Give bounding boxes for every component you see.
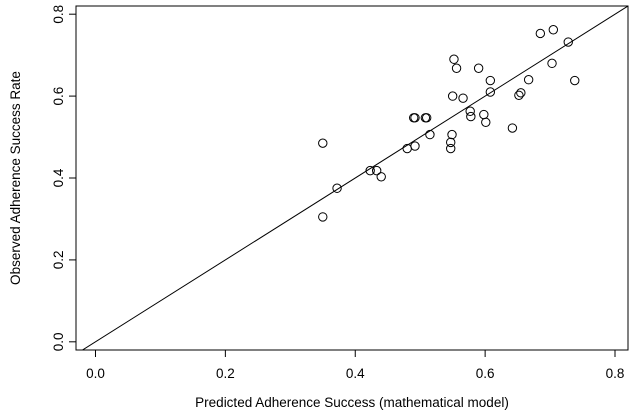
data-point (570, 75, 580, 86)
y-tick-label: 0.6 (51, 87, 66, 106)
data-point (365, 165, 375, 176)
data-point (547, 58, 557, 69)
data-point (421, 113, 432, 123)
data-point (548, 25, 559, 35)
data-point (563, 37, 573, 47)
data-point (479, 109, 489, 120)
data-point (481, 117, 491, 128)
data-point (523, 75, 534, 85)
data-point (507, 123, 518, 133)
x-axis-label: Predicted Adherence Success (mathematica… (195, 395, 509, 410)
data-point (447, 91, 458, 101)
y-tick-label: 0.2 (51, 251, 66, 270)
data-point (425, 129, 435, 140)
data-point (485, 87, 496, 97)
data-point (332, 183, 342, 193)
y-tick-label: 0.4 (51, 168, 66, 187)
data-point (318, 138, 328, 148)
data-point (376, 172, 386, 182)
data-point (466, 111, 476, 122)
x-tick-label: 0.2 (216, 366, 235, 381)
y-axis-label: Observed Adherence Success Rate (8, 71, 23, 285)
y-axis: 0.0 0.2 0.4 0.6 0.8 (51, 5, 76, 351)
data-point (446, 137, 456, 148)
data-point (514, 90, 524, 100)
identity-line (81, 6, 628, 350)
plot-frame (75, 5, 629, 351)
y-tick-label: 0.0 (51, 332, 66, 351)
x-tick-label: 0.8 (606, 366, 625, 381)
data-point (447, 129, 457, 140)
x-tick-label: 0.0 (86, 366, 105, 381)
x-tick-label: 0.4 (346, 366, 365, 381)
data-point (485, 75, 496, 86)
data-point (371, 165, 382, 176)
x-axis: 0.0 0.2 0.4 0.6 0.8 (86, 350, 624, 381)
data-point (318, 212, 328, 222)
data-point (473, 63, 484, 73)
data-point (410, 113, 420, 123)
data-point (451, 63, 462, 73)
data-point (449, 54, 459, 64)
data-point (458, 93, 468, 103)
points-layer (318, 25, 580, 222)
y-tick-label: 0.8 (51, 5, 66, 24)
data-point (446, 143, 456, 154)
x-tick-label: 0.6 (476, 366, 495, 381)
data-point (516, 88, 526, 98)
data-point (535, 28, 546, 39)
data-point (410, 141, 420, 151)
reference-line-layer (81, 6, 628, 350)
data-point (465, 106, 475, 116)
